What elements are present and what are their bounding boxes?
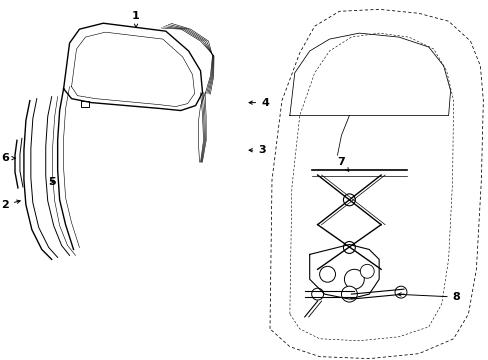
Circle shape — [311, 288, 323, 300]
Text: 2: 2 — [1, 200, 20, 210]
Circle shape — [343, 242, 355, 253]
Text: 4: 4 — [248, 98, 268, 108]
Text: 7: 7 — [337, 157, 348, 171]
Circle shape — [344, 269, 364, 289]
Text: 8: 8 — [397, 292, 460, 302]
Circle shape — [360, 264, 373, 278]
Circle shape — [343, 194, 355, 206]
Text: 5: 5 — [48, 177, 56, 187]
Circle shape — [394, 286, 406, 298]
Text: 1: 1 — [132, 11, 140, 27]
Text: 3: 3 — [248, 145, 265, 155]
Text: 6: 6 — [1, 153, 15, 163]
Circle shape — [319, 266, 335, 282]
Bar — [81, 100, 89, 107]
Circle shape — [341, 286, 357, 302]
